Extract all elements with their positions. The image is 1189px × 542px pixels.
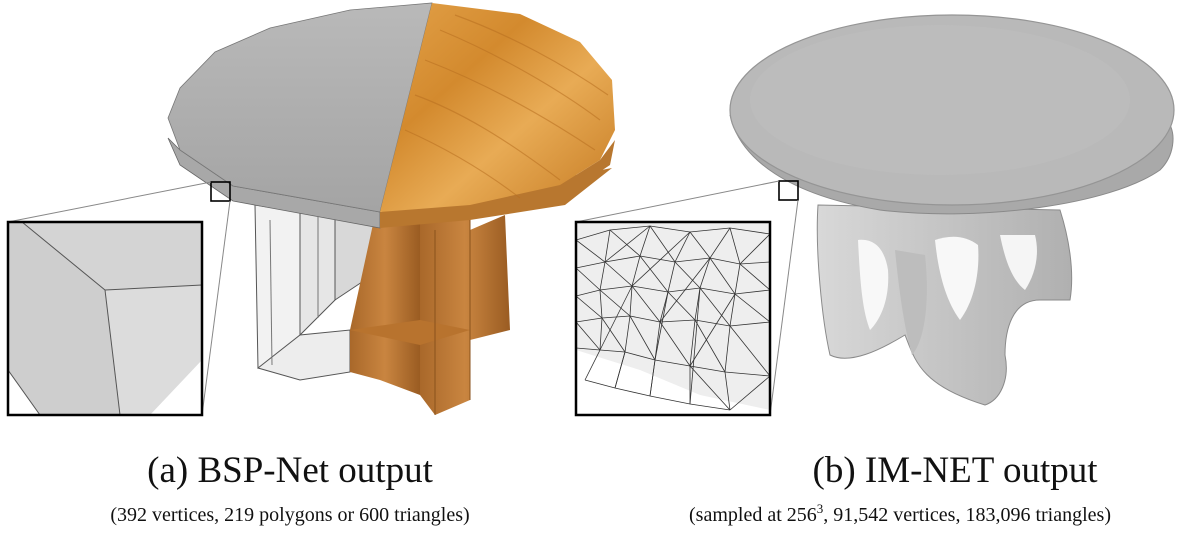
panel-b-details: (sampled at 2563, 91,542 vertices, 183,0… <box>615 502 1185 526</box>
figure-illustration <box>6 2 1175 417</box>
panel-b-details-exponent: 3 <box>816 501 824 516</box>
bsp-net-table <box>167 2 615 415</box>
panel-a-details: (392 vertices, 219 polygons or 600 trian… <box>110 504 470 526</box>
panel-b-label: (b) IM-NET output <box>812 450 1098 491</box>
zoom-inset-b <box>574 220 772 417</box>
zoom-inset-a <box>6 220 204 417</box>
panel-a-label: (a) BSP-Net output <box>147 450 433 491</box>
im-net-table <box>729 14 1175 406</box>
panel-b-details-suffix: , 91,542 vertices, 183,096 triangles) <box>823 504 1111 526</box>
panel-b-details-prefix: (sampled at 256 <box>689 504 817 526</box>
